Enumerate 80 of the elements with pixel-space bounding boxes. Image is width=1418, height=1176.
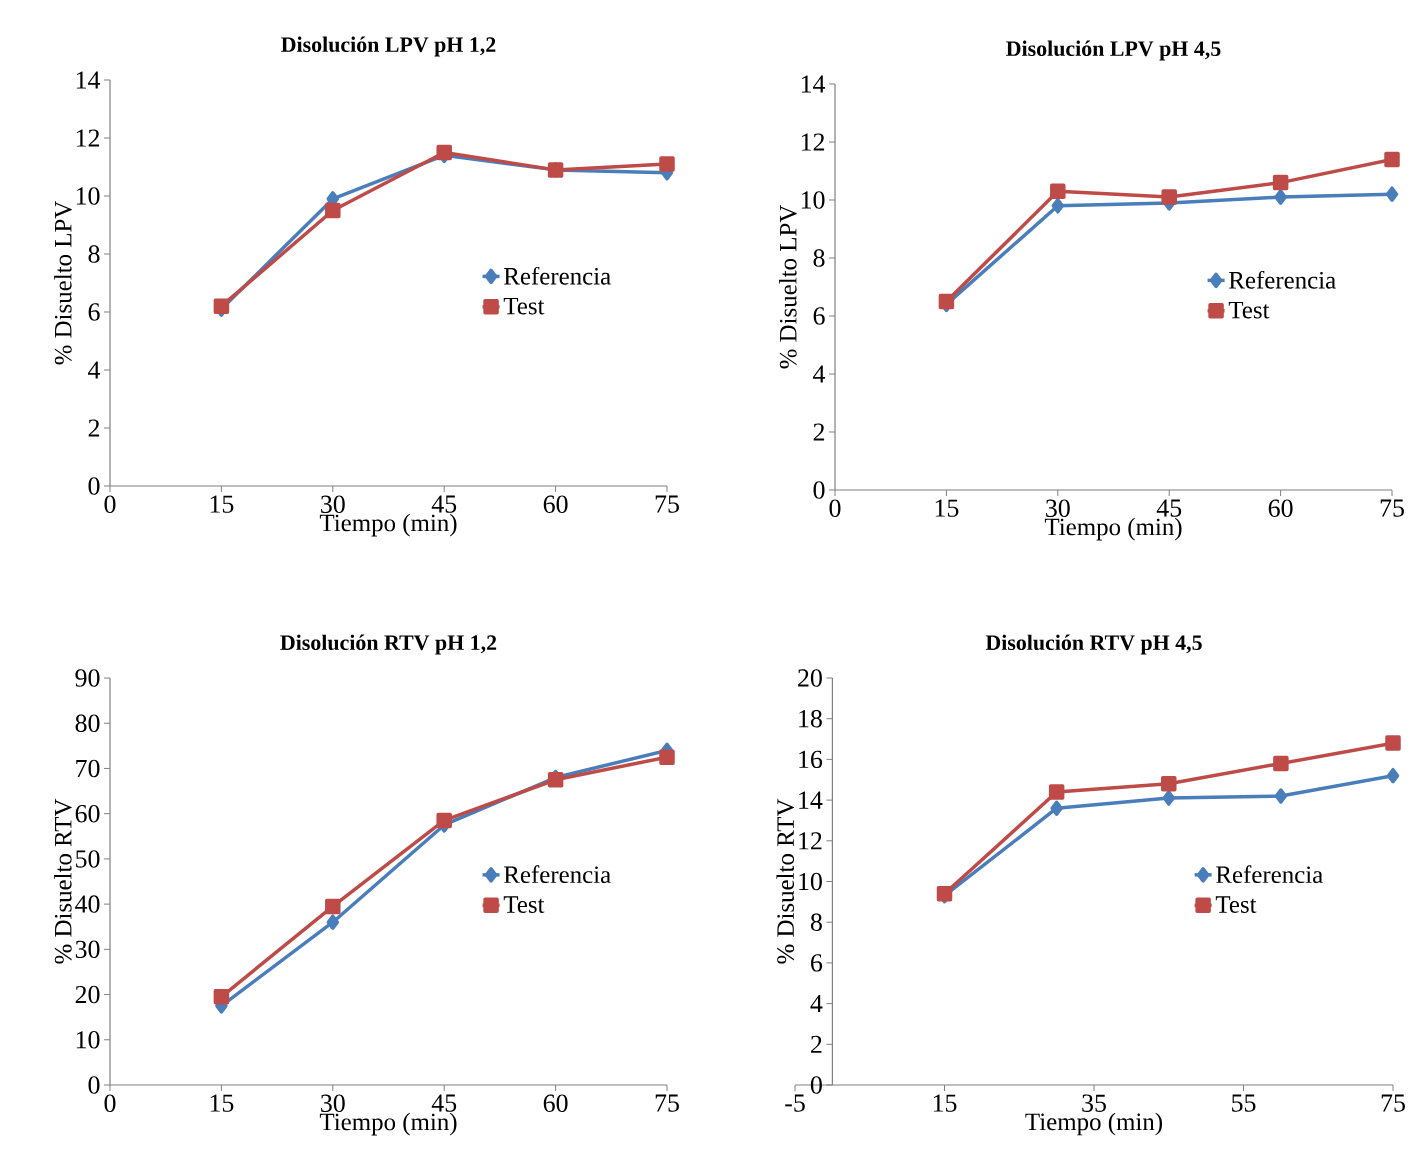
y-tick-label: 8 xyxy=(813,249,825,267)
x-tick-label: -5 xyxy=(785,1094,805,1112)
chart-title: Disolución RTV pH 1,2 xyxy=(280,634,497,655)
y-tick-label: 0 xyxy=(88,1076,100,1094)
chart-title: Disolución LPV pH 1,2 xyxy=(281,36,496,57)
x-tick-label: 0 xyxy=(104,1094,116,1112)
x-axis-title: Tiempo (min) xyxy=(1025,1112,1162,1136)
y-tick-label: 20 xyxy=(75,985,100,1004)
x-tick-label: 15 xyxy=(210,495,234,513)
x-tick-label: 60 xyxy=(1268,499,1293,517)
legend-label: Referencia xyxy=(504,266,611,285)
y-tick-label: 0 xyxy=(810,1076,822,1094)
y-tick-label: 30 xyxy=(75,940,100,959)
y-tick-label: 70 xyxy=(76,759,100,778)
chart-title: Disolución RTV pH 4,5 xyxy=(985,634,1202,655)
y-tick-label: 6 xyxy=(88,303,100,321)
y-tick-label: 90 xyxy=(75,669,100,687)
legend-label: Test xyxy=(1215,896,1257,913)
y-tick-label: 12 xyxy=(76,129,100,147)
y-tick-label: 10 xyxy=(799,872,822,891)
y-tick-label: 10 xyxy=(76,187,100,205)
x-tick-label: 55 xyxy=(1232,1094,1256,1112)
y-tick-label: 12 xyxy=(801,133,825,151)
x-tick-label: 0 xyxy=(104,495,116,513)
x-tick-label: 75 xyxy=(655,1094,679,1112)
y-tick-label: 2 xyxy=(811,1035,822,1053)
y-tick-label: 6 xyxy=(811,954,823,972)
y-tick-label: 6 xyxy=(813,307,825,325)
x-axis-title: Tiempo (min) xyxy=(319,1112,457,1136)
legend-label: Test xyxy=(1228,301,1270,319)
y-tick-label: 4 xyxy=(810,995,823,1013)
x-tick-label: 45 xyxy=(431,1094,457,1112)
x-tick-label: 15 xyxy=(935,499,959,517)
y-tick-label: 2 xyxy=(813,423,825,441)
x-tick-label: 75 xyxy=(1381,1094,1405,1112)
y-tick-label: 0 xyxy=(88,477,100,495)
x-tick-label: 60 xyxy=(543,1094,568,1112)
y-axis-title: % Disuelto LPV xyxy=(779,204,797,369)
y-tick-label: 50 xyxy=(76,850,100,868)
y-tick-label: 8 xyxy=(810,913,822,931)
legend-label: Test xyxy=(503,896,545,913)
chart-title: Disolución LPV pH 4,5 xyxy=(1006,40,1221,61)
y-tick-label: 60 xyxy=(75,804,100,823)
y-axis-title: % Disuelto LPV xyxy=(54,200,72,365)
y-tick-label: 14 xyxy=(76,71,101,89)
y-tick-label: 2 xyxy=(88,419,100,437)
legend-label: Test xyxy=(503,297,545,315)
y-tick-label: 14 xyxy=(801,75,826,93)
x-tick-label: 35 xyxy=(1082,1094,1106,1112)
y-axis-title: % Disuelto RTV xyxy=(776,798,795,964)
legend-label: Referencia xyxy=(1229,270,1336,289)
y-tick-label: 0 xyxy=(813,481,825,499)
y-tick-label: 40 xyxy=(75,895,100,913)
y-tick-label: 10 xyxy=(801,191,825,209)
legend-label: Referencia xyxy=(1216,865,1323,884)
y-tick-label: 10 xyxy=(76,1031,100,1049)
x-tick-label: 60 xyxy=(543,495,568,513)
y-tick-label: 12 xyxy=(799,832,822,850)
x-tick-label: 30 xyxy=(321,495,345,513)
x-tick-label: 0 xyxy=(829,499,841,517)
y-tick-label: 4 xyxy=(88,361,101,379)
x-axis-title: Tiempo (min) xyxy=(319,513,457,537)
y-tick-label: 4 xyxy=(813,365,826,383)
y-tick-label: 80 xyxy=(75,714,100,732)
x-axis-title: Tiempo (min) xyxy=(1044,517,1182,541)
x-tick-label: 30 xyxy=(1046,499,1070,517)
x-tick-label: 15 xyxy=(933,1094,957,1112)
x-tick-label: 45 xyxy=(431,495,457,513)
x-tick-label: 75 xyxy=(1380,499,1404,517)
x-tick-label: 30 xyxy=(321,1094,345,1112)
y-tick-label: 16 xyxy=(799,750,823,769)
x-tick-label: 75 xyxy=(655,495,679,513)
legend-label: Referencia xyxy=(504,865,611,884)
y-tick-label: 14 xyxy=(799,791,823,809)
y-tick-label: 20 xyxy=(798,669,822,687)
y-tick-label: 8 xyxy=(88,245,100,263)
y-axis-title: % Disuelto RTV xyxy=(54,798,72,964)
y-tick-label: 18 xyxy=(799,709,822,728)
x-tick-label: 45 xyxy=(1156,499,1182,517)
x-tick-label: 15 xyxy=(210,1094,234,1112)
